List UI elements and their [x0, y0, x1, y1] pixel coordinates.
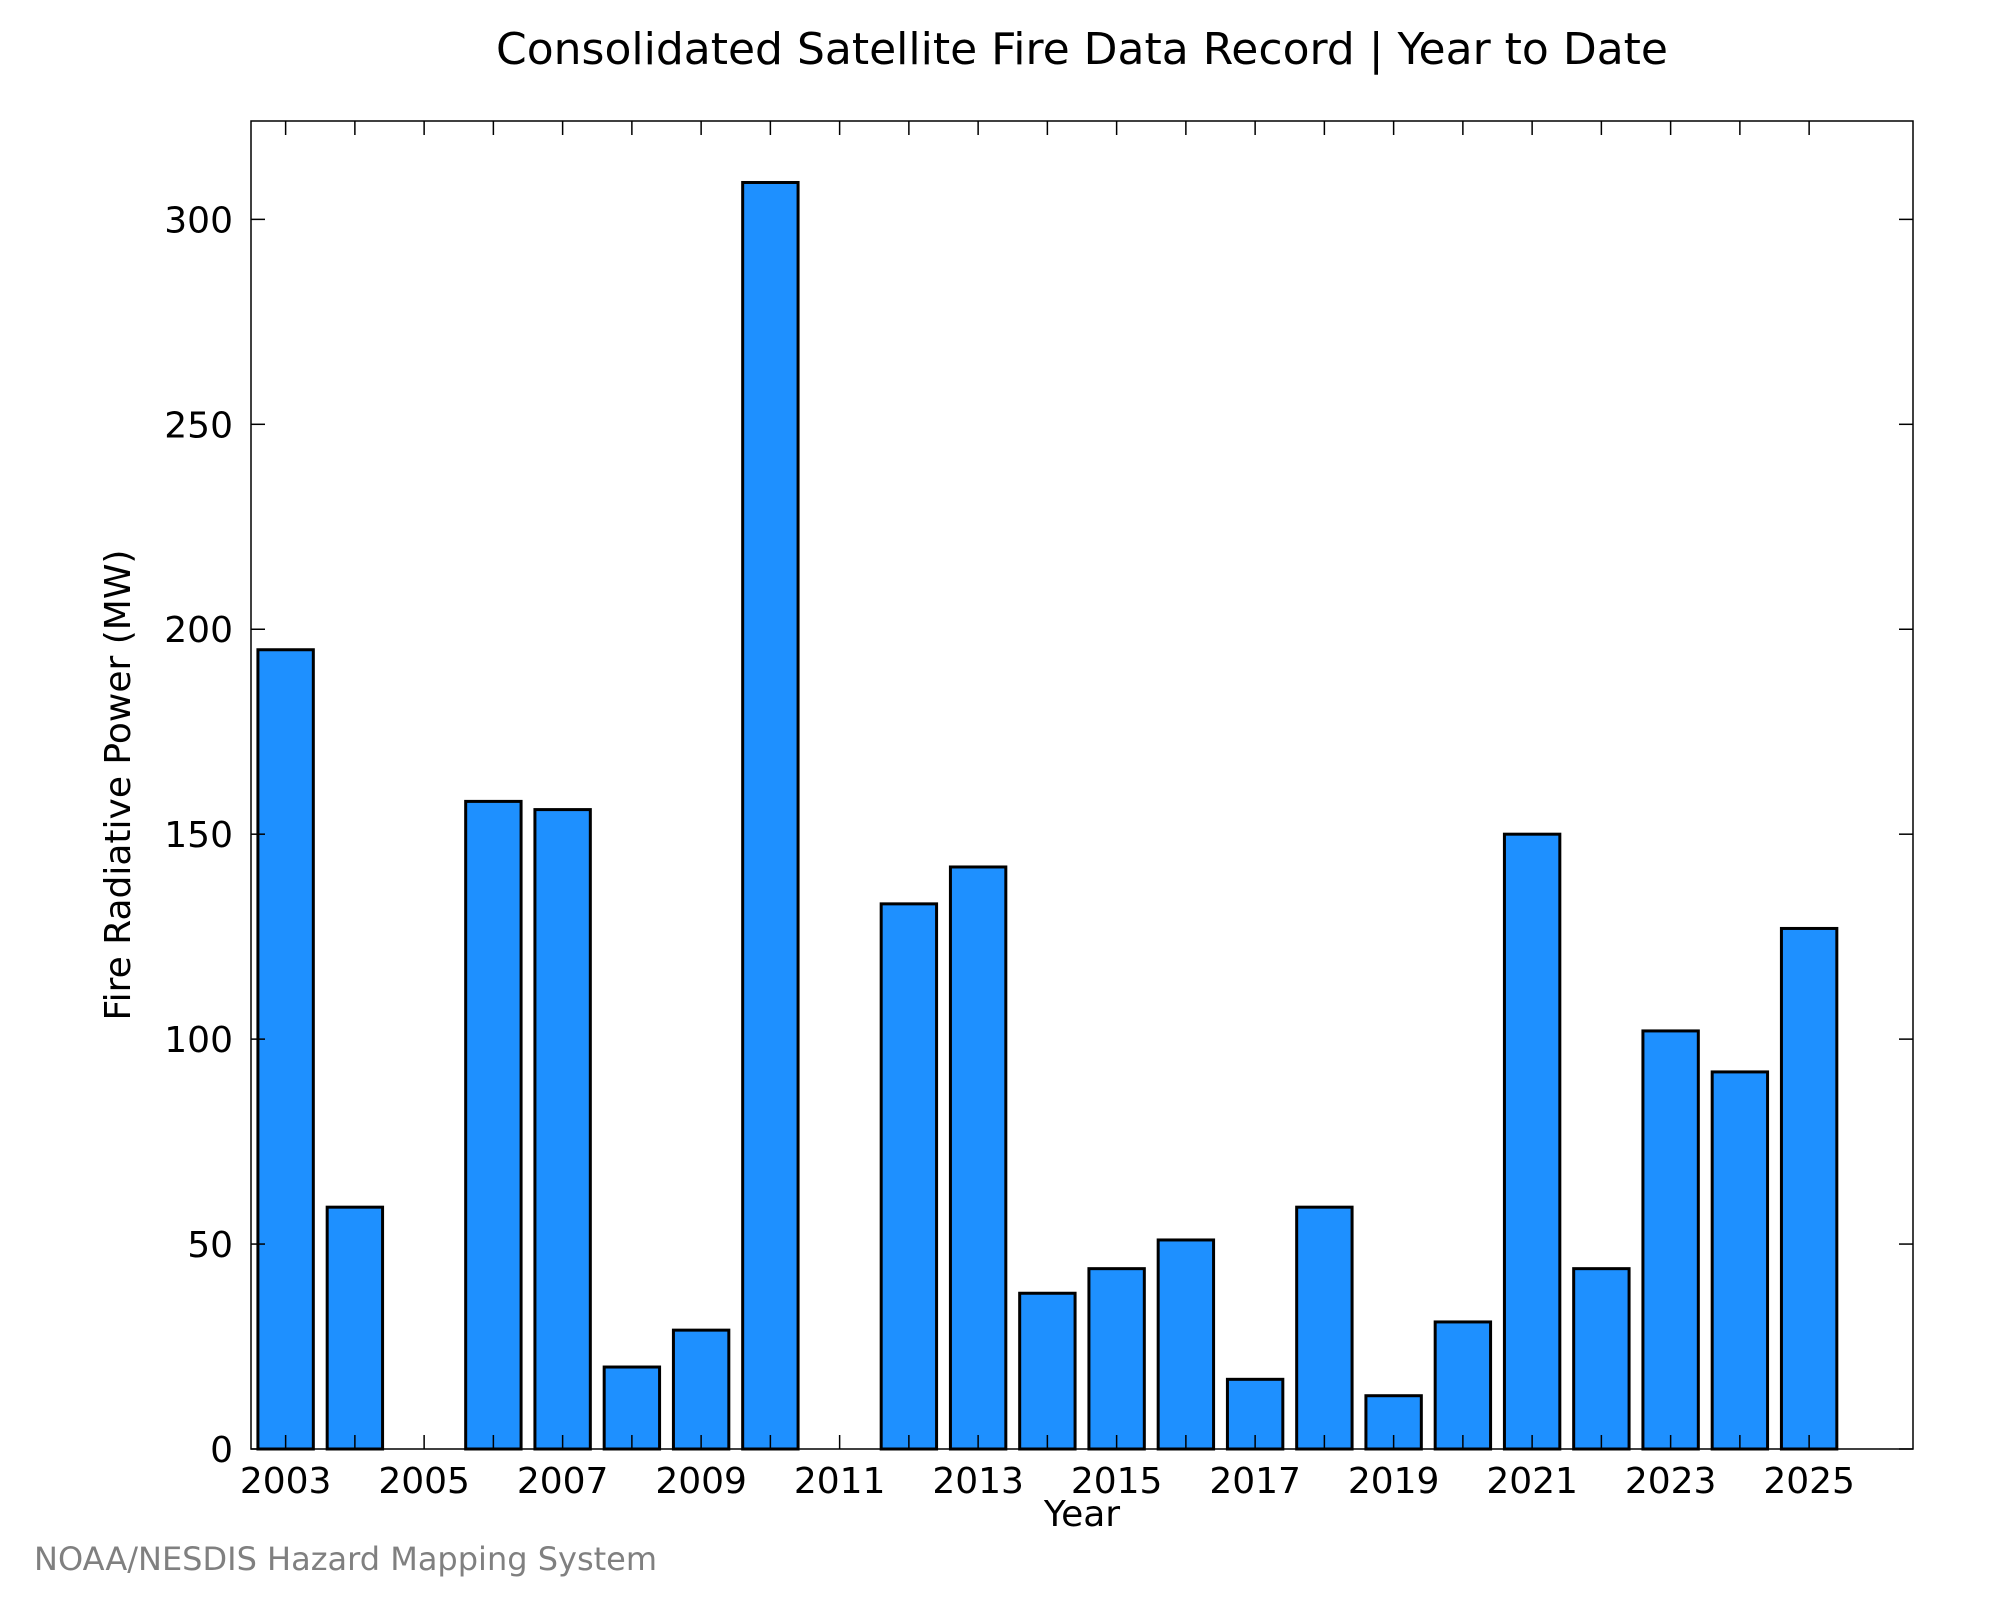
- bar-2015: [1087, 1267, 1146, 1451]
- chart-title: Consolidated Satellite Fire Data Record …: [496, 24, 1668, 75]
- bar-2025: [1779, 926, 1839, 1451]
- y-tick-labels: 0 50 100 150 200 250 300: [164, 200, 233, 1471]
- x-tick-label: 2017: [1209, 1461, 1301, 1502]
- bar-2022: [1572, 1267, 1631, 1451]
- x-tick-label: 2025: [1763, 1461, 1855, 1502]
- x-tick-label: 2003: [240, 1461, 332, 1502]
- x-tick-label: 2011: [794, 1461, 886, 1502]
- bar-2013: [948, 865, 1008, 1451]
- bar-2023: [1641, 1029, 1700, 1451]
- bar-2021: [1502, 832, 1562, 1451]
- y-tick-label: 100: [164, 1020, 233, 1061]
- y-tick-label: 250: [164, 405, 233, 446]
- bar-2010: [741, 180, 800, 1451]
- y-tick-label: 0: [210, 1430, 233, 1471]
- bar-2018: [1295, 1205, 1354, 1451]
- bar-2014: [1018, 1291, 1077, 1451]
- bar-2024: [1710, 1070, 1770, 1451]
- x-tick-label: 2019: [1348, 1461, 1440, 1502]
- plot-frame: [250, 120, 1914, 1450]
- x-axis-label: Year: [1043, 1494, 1120, 1535]
- y-tick-label: 200: [164, 610, 233, 651]
- y-tick-label: 150: [164, 815, 233, 856]
- x-tick-labels: 2003 2005 2007 2009 2011 2013 2015 2017 2019 2021…: [240, 1461, 1855, 1502]
- y-tick-label: 50: [187, 1225, 233, 1266]
- bar-2006: [464, 799, 523, 1451]
- x-tick-label: 2023: [1625, 1461, 1717, 1502]
- bar-2009: [671, 1328, 731, 1451]
- x-tick-label: 2015: [1071, 1461, 1163, 1502]
- x-tick-label: 2007: [517, 1461, 609, 1502]
- bar-2003: [256, 648, 315, 1451]
- bar-2004: [325, 1205, 385, 1451]
- x-tick-label: 2009: [655, 1461, 747, 1502]
- bar-2007: [533, 808, 592, 1451]
- bar-2012: [879, 902, 939, 1451]
- credit-text: NOAA/NESDIS Hazard Mapping System: [34, 1540, 657, 1578]
- x-tick-label: 2021: [1486, 1461, 1578, 1502]
- bar-2020: [1433, 1320, 1493, 1451]
- y-axis-label: Fire Radiative Power (MW): [98, 550, 139, 1021]
- x-tick-label: 2005: [378, 1461, 470, 1502]
- bars: [256, 180, 1839, 1451]
- bar-2016: [1156, 1238, 1216, 1451]
- x-tick-label: 2013: [932, 1461, 1024, 1502]
- y-tick-label: 300: [164, 200, 233, 241]
